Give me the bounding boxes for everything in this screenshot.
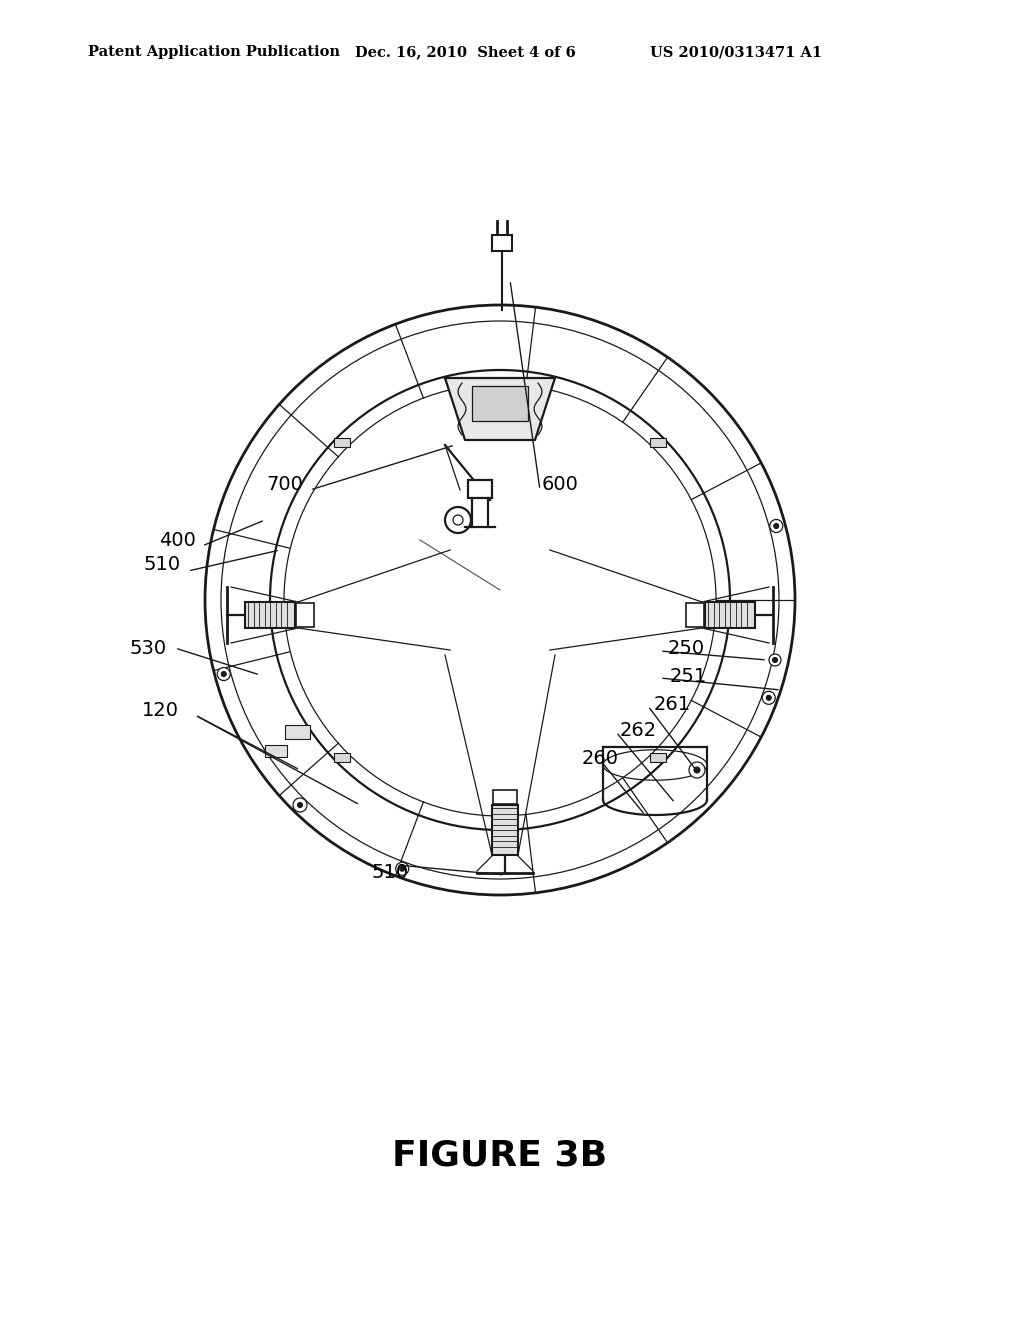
Circle shape xyxy=(689,762,705,777)
Circle shape xyxy=(772,657,777,663)
Bar xyxy=(285,725,310,739)
Circle shape xyxy=(694,767,700,774)
Text: FIGURE 3B: FIGURE 3B xyxy=(392,1138,607,1172)
Text: 400: 400 xyxy=(160,531,197,549)
Text: 260: 260 xyxy=(582,748,618,767)
Circle shape xyxy=(399,866,404,871)
Text: US 2010/0313471 A1: US 2010/0313471 A1 xyxy=(650,45,822,59)
Circle shape xyxy=(453,515,463,525)
Text: Dec. 16, 2010  Sheet 4 of 6: Dec. 16, 2010 Sheet 4 of 6 xyxy=(355,45,575,59)
Bar xyxy=(296,603,314,627)
Text: 251: 251 xyxy=(670,667,707,685)
Bar xyxy=(265,744,287,756)
Text: 510: 510 xyxy=(372,862,409,882)
Circle shape xyxy=(395,862,409,875)
Text: 261: 261 xyxy=(653,694,690,714)
Text: Patent Application Publication: Patent Application Publication xyxy=(88,45,340,59)
Circle shape xyxy=(445,507,471,533)
Bar xyxy=(686,603,705,627)
Text: 250: 250 xyxy=(668,639,705,657)
Bar xyxy=(705,602,755,628)
Text: 600: 600 xyxy=(542,475,579,495)
Circle shape xyxy=(221,672,226,677)
Circle shape xyxy=(774,524,779,528)
Bar xyxy=(493,789,517,804)
Text: 530: 530 xyxy=(129,639,167,657)
Bar xyxy=(468,480,492,498)
Text: 700: 700 xyxy=(266,475,303,495)
Text: 510: 510 xyxy=(143,556,180,574)
FancyBboxPatch shape xyxy=(334,438,350,446)
Circle shape xyxy=(293,799,307,812)
FancyBboxPatch shape xyxy=(649,754,666,762)
Circle shape xyxy=(770,520,782,532)
Circle shape xyxy=(769,653,781,667)
Circle shape xyxy=(766,696,771,701)
Text: 120: 120 xyxy=(141,701,178,719)
Bar xyxy=(492,235,512,251)
Circle shape xyxy=(762,692,775,705)
Text: 262: 262 xyxy=(620,721,656,739)
Polygon shape xyxy=(445,378,555,440)
Bar xyxy=(492,805,518,855)
Circle shape xyxy=(217,668,230,681)
FancyBboxPatch shape xyxy=(334,754,350,762)
FancyBboxPatch shape xyxy=(649,438,666,446)
Bar xyxy=(245,602,295,628)
Circle shape xyxy=(298,803,302,808)
Bar xyxy=(472,385,528,421)
